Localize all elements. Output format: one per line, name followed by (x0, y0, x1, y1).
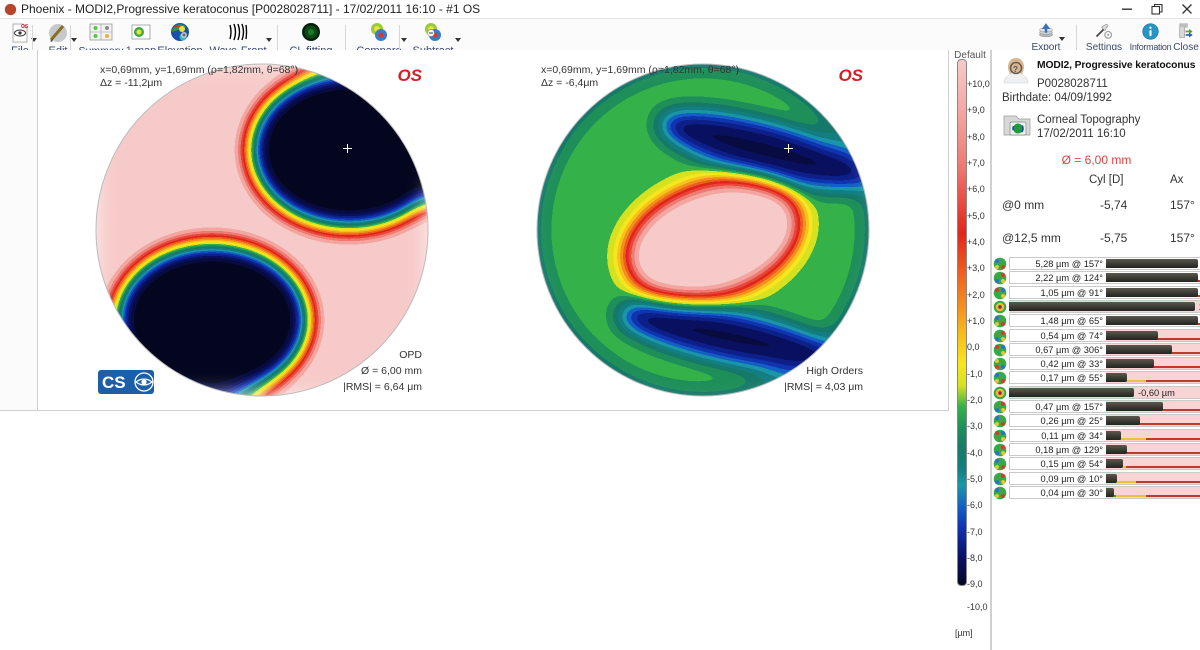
svg-text:CS: CS (102, 373, 126, 392)
svg-text:OS: OS (21, 24, 29, 30)
svg-text:?: ? (1013, 65, 1018, 74)
